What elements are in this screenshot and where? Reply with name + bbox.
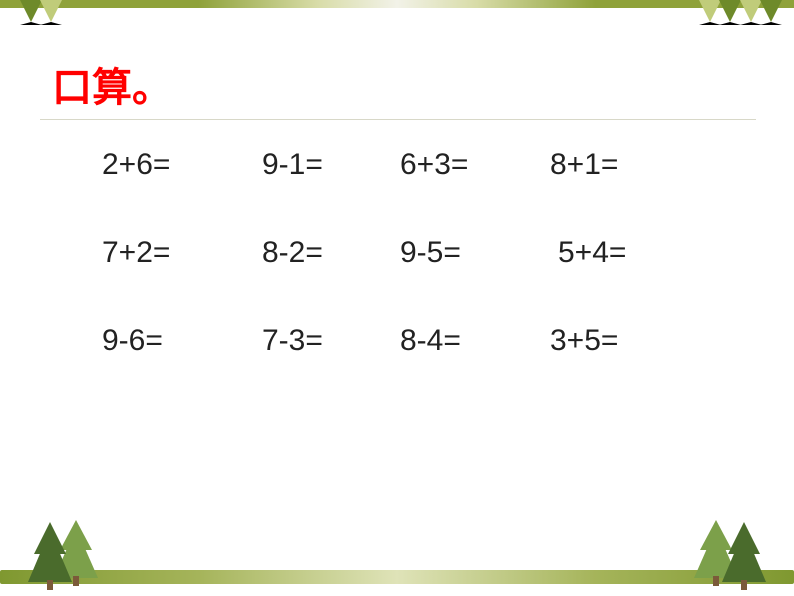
bottom-strip [0, 584, 794, 596]
top-bar-gradient [0, 0, 794, 8]
pine-tree-icon [26, 520, 116, 590]
pine-tree-icon [680, 520, 770, 590]
triangle-icon [699, 0, 721, 25]
triangle-icon [719, 0, 741, 25]
triangle-icon [740, 0, 762, 25]
triangle-icon [20, 0, 42, 25]
problems-grid: 2+6= 9-1= 6+3= 8+1= 7+2= 8-2= 9-5= 5+4= … [102, 148, 702, 412]
problem-cell: 7+2= [102, 236, 262, 270]
problem-row: 9-6= 7-3= 8-4= 3+5= [102, 324, 702, 358]
problem-cell: 6+3= [400, 148, 550, 182]
problem-cell: 7-3= [262, 324, 400, 358]
page-title: 口算。 [52, 55, 172, 113]
pine-trees-right [680, 520, 770, 590]
problem-cell: 9-1= [262, 148, 400, 182]
top-right-triangles [699, 0, 782, 30]
title-underline [40, 119, 756, 121]
problem-cell: 2+6= [102, 148, 262, 182]
problem-row: 7+2= 8-2= 9-5= 5+4= [102, 236, 702, 270]
top-left-triangles [20, 0, 62, 30]
problem-cell: 8+1= [550, 148, 690, 182]
pine-trees-left [26, 520, 116, 590]
top-accent-bar [0, 0, 794, 8]
triangle-icon [40, 0, 62, 25]
problem-cell: 5+4= [550, 236, 690, 270]
problem-row: 2+6= 9-1= 6+3= 8+1= [102, 148, 702, 182]
problem-cell: 8-4= [400, 324, 550, 358]
bottom-accent-band [0, 560, 794, 596]
triangle-icon [760, 0, 782, 25]
problem-cell: 9-5= [400, 236, 550, 270]
bottom-gradient [0, 570, 794, 584]
problem-cell: 3+5= [550, 324, 690, 358]
problem-cell: 9-6= [102, 324, 262, 358]
problem-cell: 8-2= [262, 236, 400, 270]
